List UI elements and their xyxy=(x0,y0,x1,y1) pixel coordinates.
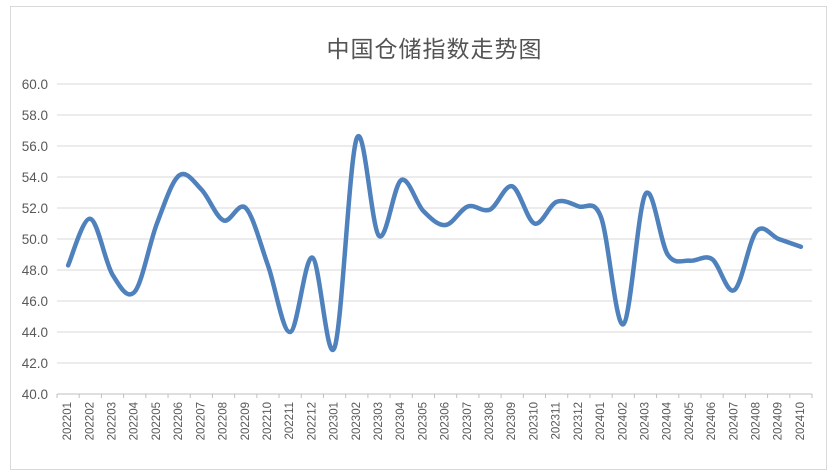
x-axis-tick-label: 202205 xyxy=(151,402,163,440)
x-axis-tick-label: 202311 xyxy=(551,402,563,440)
x-axis-tick-label: 202211 xyxy=(284,402,296,440)
x-axis-tick-label: 202404 xyxy=(662,401,674,440)
x-axis-tick-label: 202407 xyxy=(728,402,740,440)
x-axis-tick-label: 202201 xyxy=(62,402,74,440)
x-axis-tick-label: 202308 xyxy=(484,402,496,440)
x-axis-tick-label: 202210 xyxy=(262,402,274,440)
x-axis-tick-label: 202206 xyxy=(173,402,185,440)
x-axis-tick-label: 202209 xyxy=(240,402,252,440)
y-axis-tick-label: 56.0 xyxy=(22,139,48,154)
y-axis-tick-label: 42.0 xyxy=(22,356,48,371)
x-axis-tick-label: 202305 xyxy=(417,402,429,440)
y-axis-tick-label: 44.0 xyxy=(22,325,48,340)
x-axis-tick-label: 202410 xyxy=(795,402,807,440)
x-axis-tick-label: 202309 xyxy=(506,402,518,440)
x-axis-tick-label: 202301 xyxy=(329,402,341,440)
x-axis-tick-label: 202405 xyxy=(684,402,696,440)
x-axis-tick-label: 202312 xyxy=(573,402,585,440)
x-axis-tick-label: 202304 xyxy=(395,401,407,440)
x-axis-tick-label: 202204 xyxy=(129,401,141,440)
x-axis-tick-label: 202303 xyxy=(373,402,385,440)
x-axis-tick-label: 202212 xyxy=(306,402,318,440)
chart-title: 中国仓储指数走势图 xyxy=(326,37,543,63)
y-axis-tick-label: 60.0 xyxy=(22,77,48,92)
x-axis-tick-label: 202307 xyxy=(462,402,474,440)
y-axis-tick-label: 40.0 xyxy=(22,387,48,402)
x-axis-tick-label: 202208 xyxy=(218,402,230,440)
y-axis-tick-label: 46.0 xyxy=(22,294,48,309)
y-axis-tick-label: 58.0 xyxy=(22,108,48,123)
x-axis-tick-label: 202402 xyxy=(617,402,629,440)
x-axis-tick-label: 202403 xyxy=(639,402,651,440)
x-axis-tick-label: 202310 xyxy=(528,402,540,440)
x-axis-tick-label: 202302 xyxy=(351,402,363,440)
x-axis-tick-label: 202408 xyxy=(750,402,762,440)
x-axis-tick-label: 202203 xyxy=(107,402,119,440)
y-axis-tick-label: 52.0 xyxy=(22,201,48,216)
x-axis-tick-label: 202207 xyxy=(195,402,207,440)
index-series-line xyxy=(65,133,804,353)
x-axis-tick-label: 202409 xyxy=(773,402,785,440)
chart-border xyxy=(10,6,827,470)
x-axis-tick-label: 202202 xyxy=(84,402,96,440)
y-axis-tick-label: 48.0 xyxy=(22,263,48,278)
x-axis-tick-label: 202401 xyxy=(595,402,607,440)
y-axis-tick-label: 50.0 xyxy=(22,232,48,247)
x-axis-tick-label: 202406 xyxy=(706,402,718,440)
y-axis-tick-label: 54.0 xyxy=(22,170,48,185)
x-axis-tick-label: 202306 xyxy=(440,402,452,440)
